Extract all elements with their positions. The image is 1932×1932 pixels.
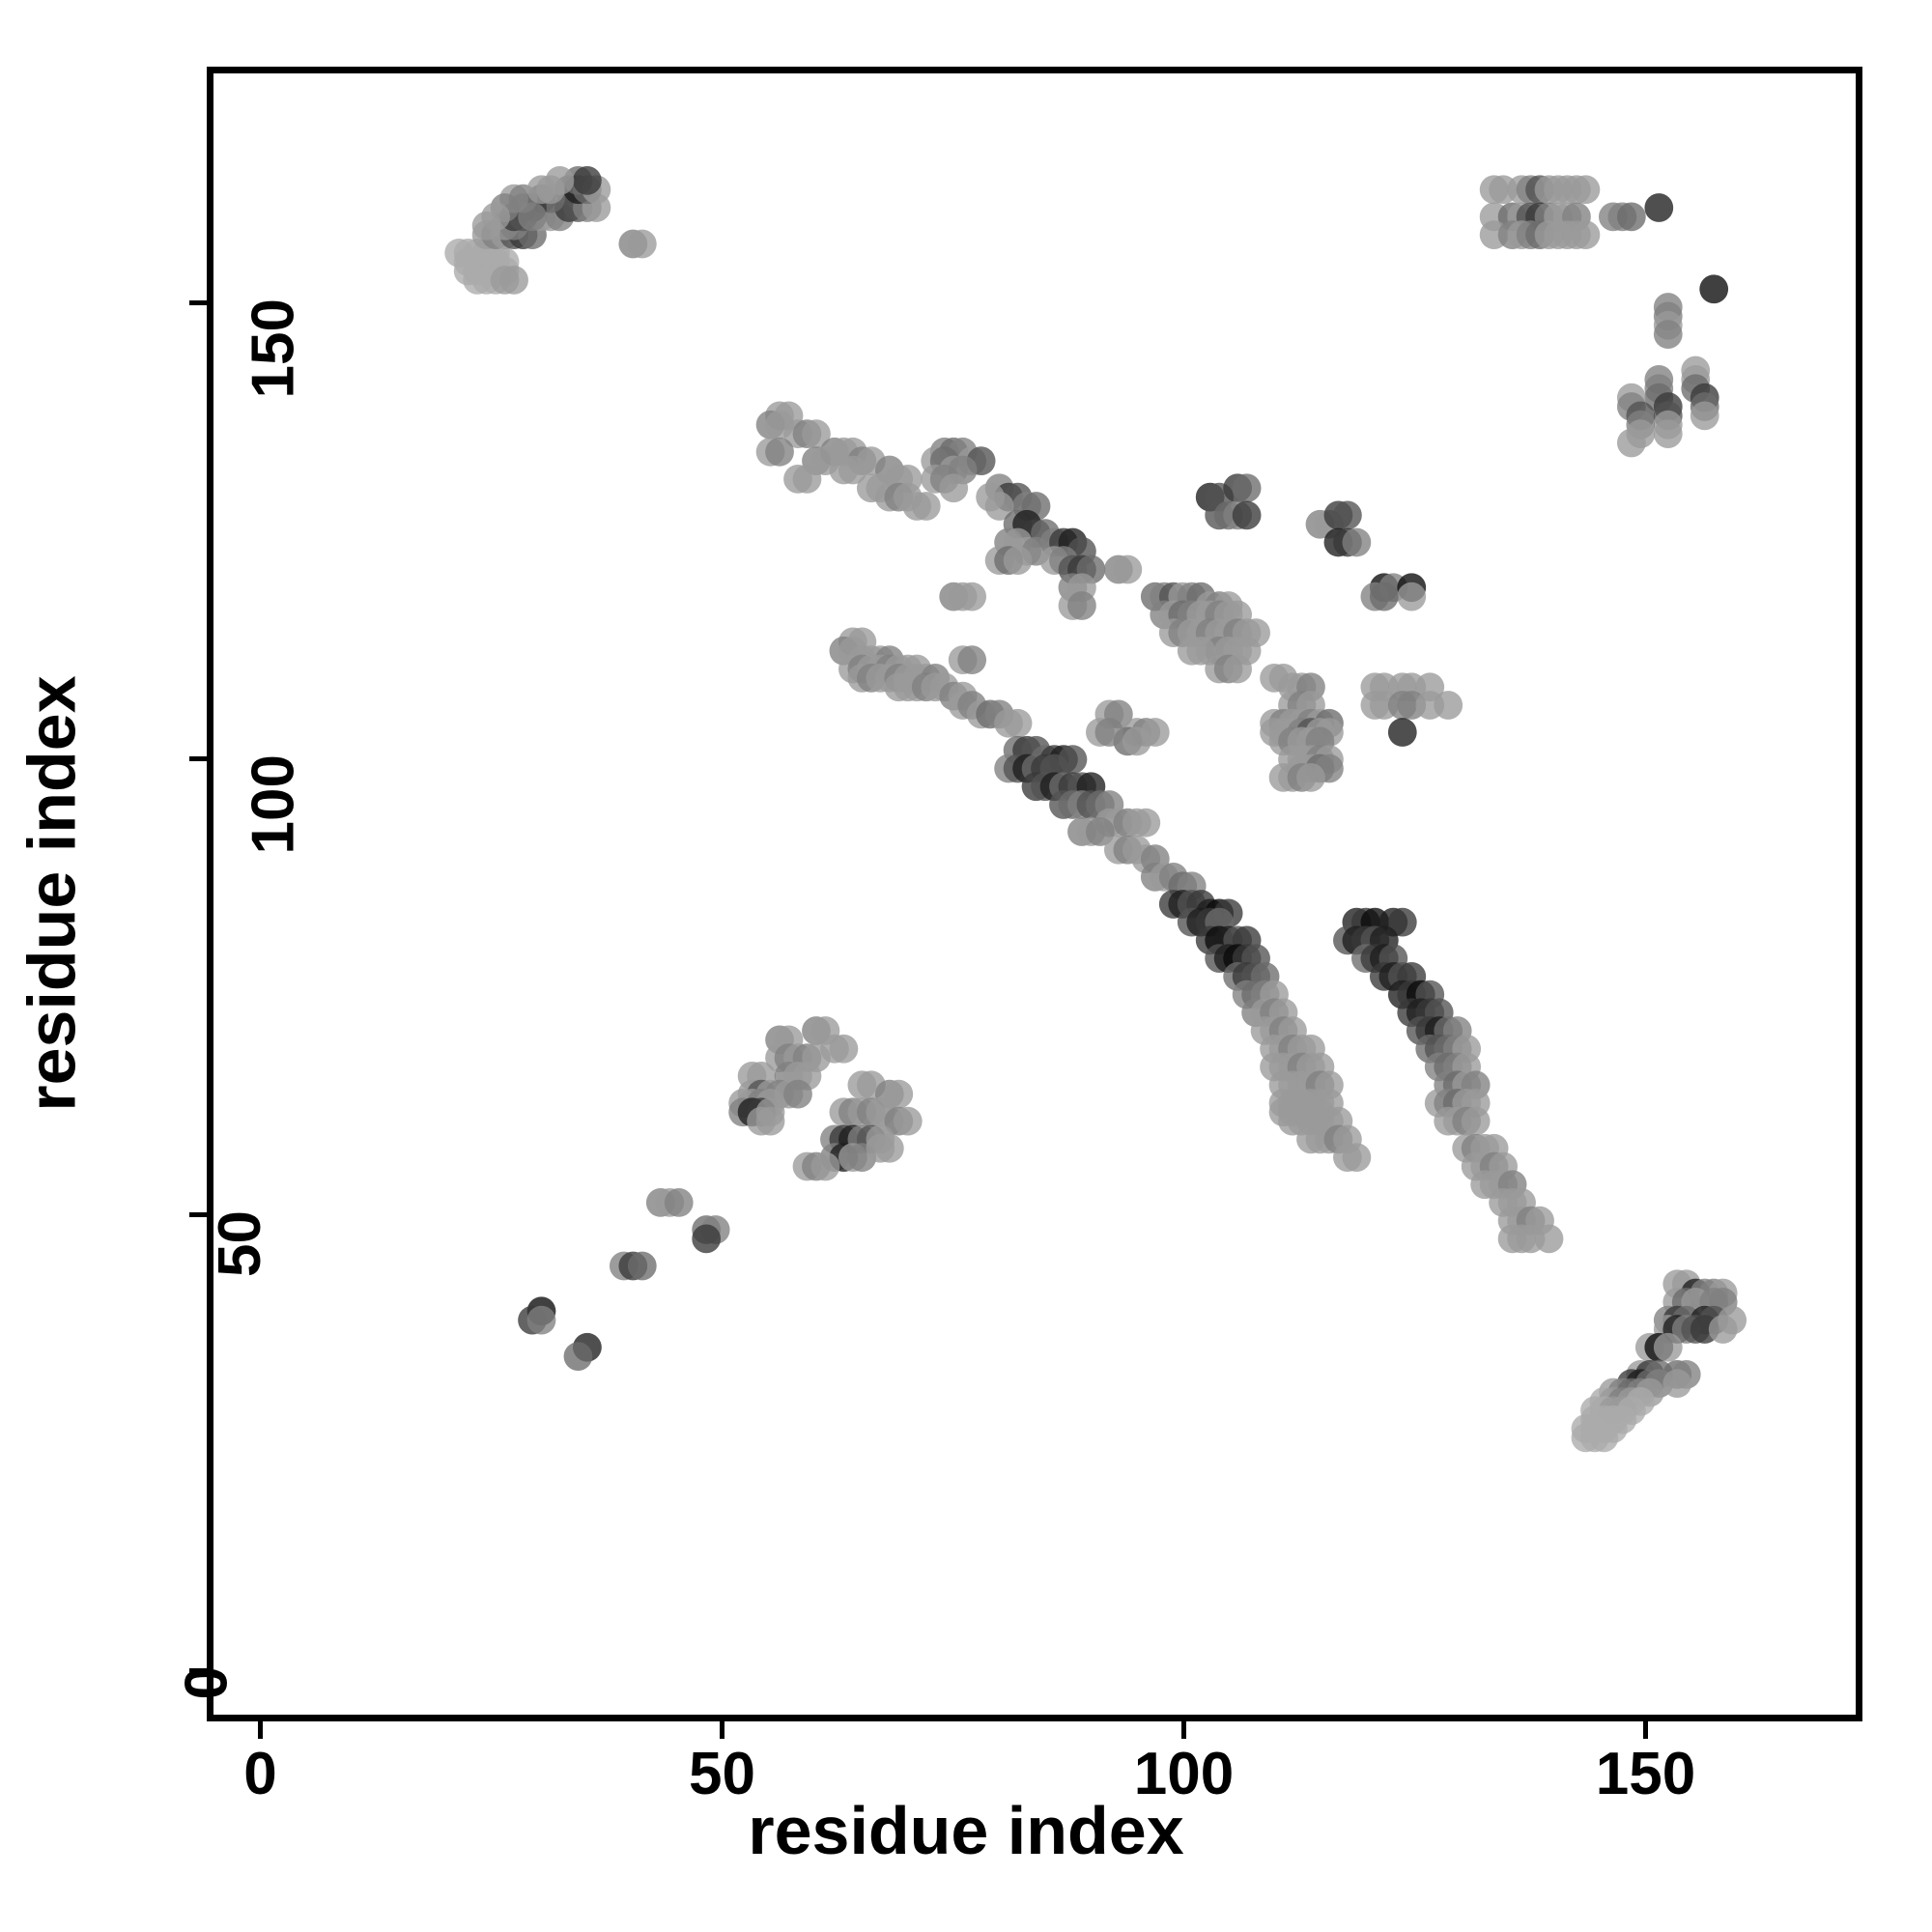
x-tick-label-2: 100	[1133, 1741, 1235, 1807]
contact-point	[783, 1079, 812, 1109]
contact-point	[765, 437, 794, 467]
contact-point	[1223, 654, 1253, 684]
contact-point	[526, 1305, 556, 1335]
contact-point	[1232, 500, 1262, 530]
contact-point	[1616, 202, 1646, 232]
contact-point	[893, 1106, 923, 1136]
contact-point	[984, 492, 1014, 521]
contact-point	[1616, 428, 1646, 458]
contact-point	[911, 492, 941, 521]
contact-point	[1369, 582, 1399, 611]
contact-point	[810, 1151, 840, 1181]
contact-point	[471, 211, 501, 241]
contact-point	[792, 465, 822, 494]
y-axis-label-text: residue index	[14, 675, 90, 1112]
y-tick-label-text: 150	[240, 298, 307, 399]
contact-point	[957, 645, 987, 675]
contact-point	[810, 446, 840, 476]
x-tick-mark	[1643, 1721, 1648, 1739]
y-tick-mark	[189, 755, 207, 761]
contact-point	[692, 1224, 722, 1254]
contact-point	[1653, 1332, 1683, 1362]
y-tick-label-text: 0	[173, 1666, 241, 1700]
contact-point	[874, 1133, 904, 1163]
x-tick-mark	[258, 1721, 263, 1739]
contact-point	[1067, 591, 1096, 620]
contact-point	[1708, 1315, 1738, 1344]
contact-point	[884, 1079, 914, 1109]
contact-point	[563, 1342, 593, 1371]
contact-point	[627, 229, 657, 259]
y-tick-mark	[189, 299, 207, 305]
contact-point	[1113, 554, 1143, 584]
x-tick-mark	[1181, 1721, 1186, 1739]
contact-point	[1387, 718, 1417, 747]
contact-point	[627, 1251, 657, 1281]
contact-point	[1662, 1369, 1692, 1399]
contact-point	[664, 1188, 694, 1217]
contact-point	[1003, 708, 1033, 738]
contact-point	[1131, 808, 1161, 838]
contact-point	[1397, 582, 1427, 611]
contact-point	[1434, 691, 1463, 720]
contact-point	[1690, 401, 1719, 431]
contact-point	[1699, 274, 1729, 304]
contact-point	[755, 1106, 785, 1136]
contact-point	[573, 166, 602, 195]
contact-point	[1094, 718, 1124, 747]
y-tick-label-text: 100	[240, 754, 307, 855]
contact-point	[1186, 636, 1216, 666]
contact-point	[802, 419, 831, 448]
contact-point	[1571, 220, 1601, 249]
contact-point	[1342, 527, 1372, 557]
contact-point	[1589, 1423, 1619, 1453]
x-tick-mark	[720, 1721, 724, 1739]
contact-point	[957, 582, 987, 611]
plot-area	[207, 67, 1862, 1721]
contact-point	[1461, 1106, 1491, 1136]
scatter-plot-canvas	[444, 166, 1747, 1453]
contact-point	[1571, 175, 1601, 205]
y-tick-mark	[189, 1211, 207, 1217]
contact-point	[1342, 1143, 1372, 1172]
contact-point	[1086, 817, 1115, 846]
contact-point	[1653, 320, 1683, 349]
x-tick-label-0: 0	[243, 1741, 277, 1807]
contact-point	[829, 1034, 859, 1064]
contact-point	[499, 266, 528, 295]
contact-point	[838, 455, 867, 485]
contact-point	[1296, 762, 1325, 792]
contact-point	[1644, 193, 1674, 222]
contact-point	[1653, 419, 1683, 448]
contact-point	[1003, 546, 1033, 576]
contact-point	[545, 166, 575, 195]
y-tick-mark	[189, 1667, 207, 1673]
y-tick-label-text: 50	[206, 1210, 273, 1277]
contact-point	[1333, 500, 1362, 530]
x-tick-label-3: 150	[1595, 1741, 1696, 1807]
contact-point	[1387, 907, 1417, 937]
contact-point	[939, 473, 969, 503]
x-axis-label: residue index	[748, 1793, 1184, 1868]
contact-point	[1232, 473, 1262, 503]
y-axis-label: residue index	[14, 0, 91, 1787]
x-tick-label-1: 50	[689, 1741, 755, 1807]
contact-point	[1534, 1224, 1564, 1254]
contact-point	[1122, 726, 1151, 756]
